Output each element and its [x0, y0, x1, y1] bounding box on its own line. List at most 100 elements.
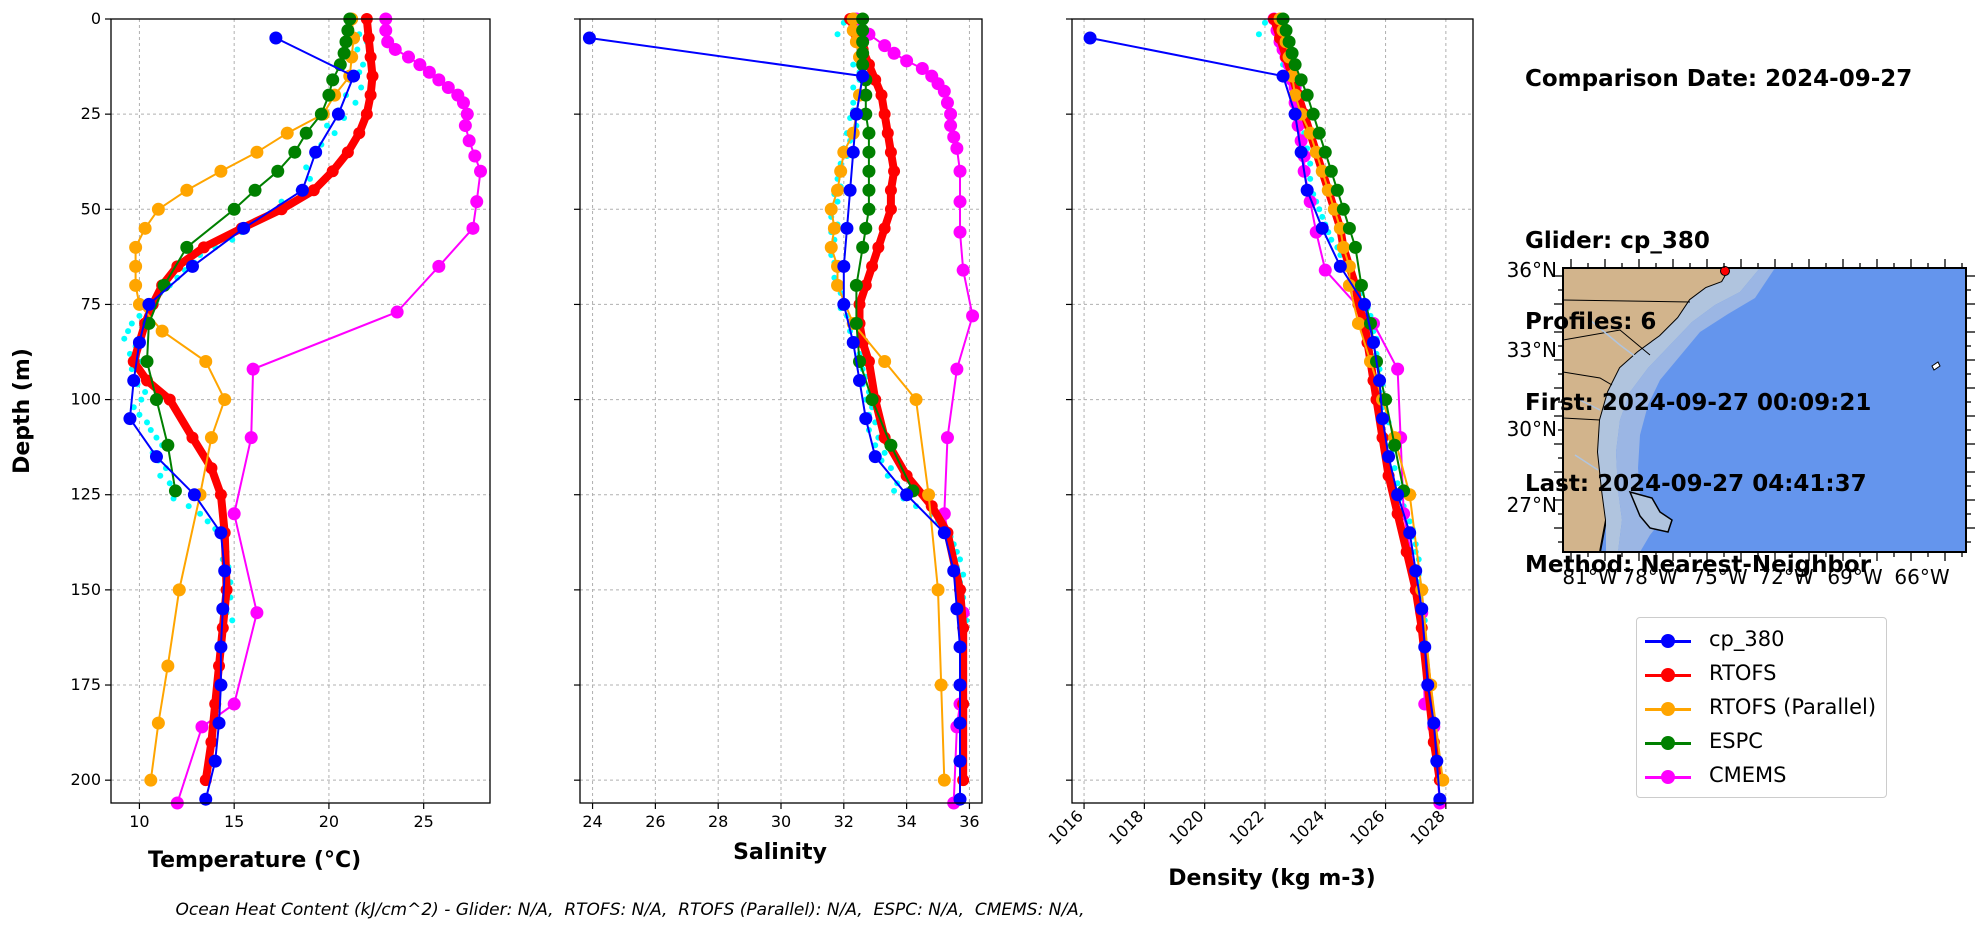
rtofs-series-point: [954, 583, 967, 596]
temperature-panel: 10 15 20 25 0 25 50 75 100 125 150 175 200: [70, 9, 491, 831]
glider-series-point: [331, 107, 345, 121]
glider-series-point: [214, 640, 228, 654]
espc-series-point: [862, 164, 876, 178]
espc-series-point: [865, 393, 879, 407]
cast-point: [1307, 160, 1314, 167]
y-tick-label: 0: [91, 9, 101, 28]
glider-series-point: [1418, 640, 1432, 654]
rtofs-parallel-series-point: [172, 583, 186, 597]
comparison-date: Comparison Date: 2024-09-27: [1525, 66, 1913, 92]
espc-series-point: [862, 126, 876, 140]
glider-series-point: [185, 259, 199, 273]
espc-series-point: [859, 107, 873, 121]
cast-point: [887, 465, 894, 472]
legend-swatch-marker: [1661, 634, 1675, 648]
cmems-series-point: [456, 96, 470, 110]
temperature-axis-label: Temperature (°C): [148, 848, 361, 873]
rtofs-parallel-series-point: [1288, 88, 1302, 102]
map-lon-label: 66°W: [1894, 565, 1949, 589]
legend-label: cp_380: [1709, 627, 1785, 651]
espc-series-point: [314, 107, 328, 121]
espc-series-point: [161, 438, 175, 452]
glider-series-point: [953, 716, 967, 730]
espc-series-point: [862, 202, 876, 216]
espc-series-point: [856, 23, 870, 37]
axes-frame: [1071, 18, 1474, 804]
cast-point: [303, 164, 310, 171]
cast-point: [1328, 236, 1335, 243]
espc-series-point: [1282, 35, 1296, 49]
rtofs-parallel-series-point: [824, 202, 838, 216]
cast-point: [185, 503, 192, 510]
rtofs-parallel-series-point: [931, 583, 945, 597]
cast-point: [850, 61, 857, 68]
cmems-series-point: [1391, 362, 1405, 376]
cast-point: [850, 84, 857, 91]
espc-series-point: [248, 183, 262, 197]
map-lon-label: 72°W: [1758, 565, 1813, 589]
espc-series-point: [299, 126, 313, 140]
espc-series-point: [140, 355, 154, 369]
rtofs-parallel-series-point: [214, 164, 228, 178]
cmems-series-point: [474, 164, 488, 178]
rtofs-parallel-series-point: [1436, 773, 1450, 787]
rtofs-parallel-series-point: [151, 202, 165, 216]
x-tick-label: 20: [319, 812, 339, 831]
rtofs-series-point: [884, 184, 897, 197]
cast-point: [204, 518, 211, 525]
rtofs-parallel-series-point: [1351, 316, 1365, 330]
rtofs-parallel-series-point: [1333, 221, 1347, 235]
espc-series-point: [180, 240, 194, 254]
glider-series-point: [950, 602, 964, 616]
rtofs-series-point: [881, 127, 894, 140]
map-lat-label: 36°N: [1507, 258, 1557, 282]
rtofs-series-point: [872, 241, 885, 254]
espc-series-point: [168, 484, 182, 498]
rtofs-series-point: [884, 146, 897, 159]
espc-series-point: [1336, 202, 1350, 216]
cast-point: [138, 396, 145, 403]
rtofs-parallel-series-point: [922, 488, 936, 502]
glider-series-point: [187, 488, 201, 502]
espc-series-point: [859, 88, 873, 102]
glider-series-point: [843, 183, 857, 197]
cast-point: [128, 320, 135, 327]
cmems-series-point: [462, 134, 476, 148]
y-tick-label: 200: [70, 770, 101, 789]
cmems-series-point: [244, 431, 258, 445]
glider-series-point: [214, 526, 228, 540]
cast-point: [1406, 518, 1413, 525]
rtofs-series-point: [853, 298, 866, 311]
glider-series-point: [1421, 678, 1435, 692]
cmems-series-point: [937, 84, 951, 98]
legend-item-rtofs-parallel: RTOFS (Parallel): [1637, 694, 1886, 724]
rtofs-parallel-series-point: [846, 126, 860, 140]
cast-point: [354, 46, 361, 53]
legend-swatch-marker: [1661, 736, 1675, 750]
cast-point: [957, 556, 964, 563]
cmems-series-point: [246, 362, 260, 376]
cast-point: [960, 571, 967, 578]
glider-location-marker: [1720, 266, 1730, 276]
rtofs-series-point: [205, 736, 218, 749]
cmems-series-point: [413, 58, 427, 72]
x-tick-label: 25: [413, 812, 433, 831]
map-frame: [1562, 267, 1967, 553]
glider-series-point: [1357, 297, 1371, 311]
glider-series-point: [1409, 564, 1423, 578]
cmems-series-point: [950, 141, 964, 155]
cmems-series-point: [944, 107, 958, 121]
cmems-series-point: [944, 119, 958, 133]
espc-series-point: [1285, 46, 1299, 60]
salinity-panel: 24 26 28 30 32 34 36: [574, 12, 983, 831]
cmems-series-point: [956, 263, 970, 277]
rtofs-series-point: [862, 355, 875, 368]
rtofs-parallel-series-point: [1327, 202, 1341, 216]
rtofs-series-point: [1400, 545, 1413, 558]
rtofs-parallel-series-point: [129, 278, 143, 292]
glider-series-point: [859, 412, 873, 426]
espc-series-point: [1306, 107, 1320, 121]
cmems-series-point: [953, 164, 967, 178]
y-tick-label: 75: [81, 294, 101, 313]
